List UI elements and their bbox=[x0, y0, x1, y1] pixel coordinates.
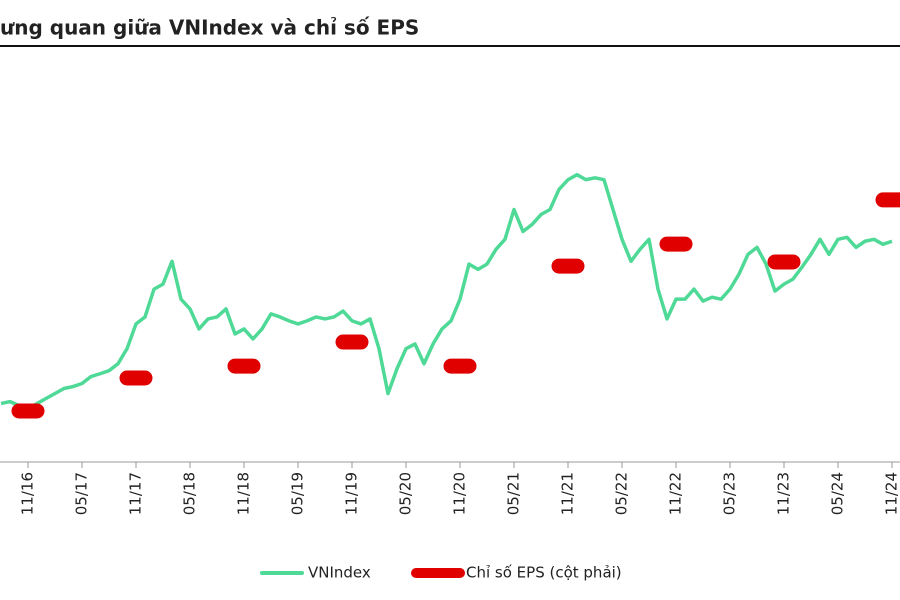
x-tick-label: 11/17 bbox=[127, 472, 145, 515]
x-tick-label: 11/24 bbox=[883, 472, 900, 515]
x-tick-label: 11/22 bbox=[667, 472, 685, 515]
x-tick-label: 05/20 bbox=[397, 472, 415, 515]
x-tick-label: 11/19 bbox=[343, 472, 361, 515]
x-tick-label: 05/24 bbox=[829, 472, 847, 515]
x-tick-label: 05/17 bbox=[73, 472, 91, 515]
x-tick-label: 11/16 bbox=[19, 472, 37, 515]
x-tick-label: 11/23 bbox=[775, 472, 793, 515]
x-tick-label: 11/21 bbox=[559, 472, 577, 515]
x-tick-label: 05/22 bbox=[613, 472, 631, 515]
x-tick-label: 11/20 bbox=[451, 472, 469, 515]
legend-label: Chỉ số EPS (cột phải) bbox=[466, 564, 622, 582]
chart-title: ưng quan giữa VNIndex và chỉ số EPS bbox=[0, 16, 419, 40]
vnindex-line bbox=[0, 172, 893, 411]
x-tick-label: 05/23 bbox=[721, 472, 739, 515]
x-tick-label: 05/18 bbox=[181, 472, 199, 515]
x-tick-label: 05/21 bbox=[505, 472, 523, 515]
legend-label: VNIndex bbox=[308, 564, 371, 582]
x-tick-label: 05/19 bbox=[289, 472, 307, 515]
x-tick-label: 11/18 bbox=[235, 472, 253, 515]
